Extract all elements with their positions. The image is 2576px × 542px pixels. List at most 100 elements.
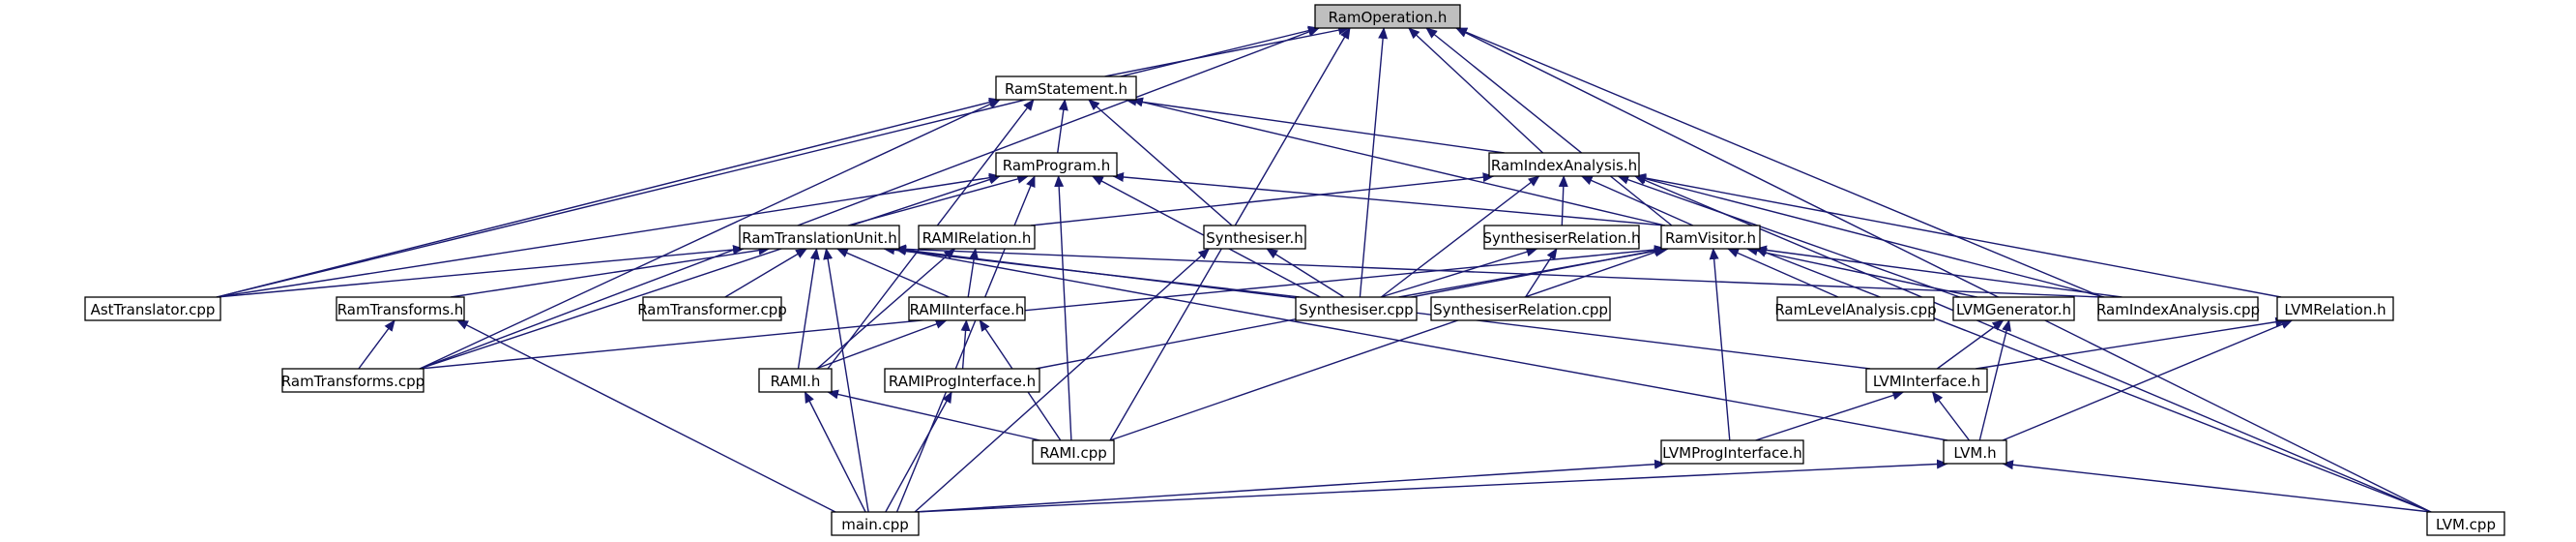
node-synthesiser-h[interactable]: Synthesiser.h <box>1203 225 1306 250</box>
edge-rami-cpp-to-ramprogram-h <box>1054 175 1072 441</box>
edge-lvm-cpp-to-lvm-h <box>2002 460 2432 513</box>
node-label: LVMProgInterface.h <box>1662 444 1802 462</box>
node-label: RamProgram.h <box>1003 157 1110 174</box>
edge-synthesiserrelation-h-to-ramindexanalysis-h <box>1558 175 1568 226</box>
edge-asttranslator-cpp-to-ramoperation-h <box>216 25 1320 298</box>
node-box <box>995 75 1137 101</box>
edge-ramlevelanalysis-cpp-to-ramvisitor-h <box>1727 248 1839 298</box>
edge-ramtransforms-cpp-to-ramprogram-h <box>419 174 1001 370</box>
edge-main-cpp-to-rami-h <box>804 391 866 513</box>
edge-synthesiser-cpp-to-synthesiser-h <box>1266 248 1345 298</box>
edge-rami-h-to-ramiinterface-h <box>815 319 948 370</box>
edge-ramprogram-h-to-ramstatement-h <box>1057 99 1068 154</box>
edge-ramindexanalysis-cpp-to-ramtranslationunit-h <box>894 244 2103 298</box>
node-label: RamStatement.h <box>1005 80 1127 98</box>
edge-lvmgenerator-h-to-ramvisitor-h <box>1745 246 1978 298</box>
edge-ramtransforms-h-to-ramtranslationunit-h <box>450 245 771 298</box>
node-box <box>1314 4 1461 29</box>
edge-lvm-h-to-lvmrelation-h <box>2002 319 2294 441</box>
edge-ramindexanalysis-h-to-ramoperation-h <box>1408 27 1544 154</box>
edge-lvm-cpp-to-ramvisitor-h <box>1755 248 2432 513</box>
edge-ramtransforms-cpp-to-ramoperation-h <box>419 27 1320 370</box>
node-ramirelation-h[interactable]: RAMIRelation.h <box>918 225 1036 250</box>
node-box <box>739 225 900 250</box>
node-ramtransforms-cpp[interactable]: RamTransforms.cpp <box>281 368 424 393</box>
node-box <box>884 368 1040 393</box>
node-lvmrelation-h[interactable]: LVMRelation.h <box>2276 296 2394 321</box>
node-ramtransforms-h[interactable]: RamTransforms.h <box>336 296 465 321</box>
node-main-cpp[interactable]: main.cpp <box>831 511 920 536</box>
edge-ramirelation-h-to-ramindexanalysis-h <box>1030 172 1495 226</box>
edge-ramtransformer-cpp-to-ramtranslationunit-h <box>724 248 808 298</box>
edge-synthesiser-cpp-to-ramoperation-h <box>1359 27 1389 298</box>
node-synthesiserrelation-h[interactable]: SynthesiserRelation.h <box>1482 225 1641 250</box>
edge-lvmrelation-h-to-ramindexanalysis-h <box>1634 173 2282 298</box>
edge-main-cpp-to-synthesiser-h <box>914 248 1211 513</box>
node-synthesiser-cpp[interactable]: Synthesiser.cpp <box>1295 296 1418 321</box>
node-ramlevelanalysis-cpp[interactable]: RamLevelAnalysis.cpp <box>1774 296 1937 321</box>
node-ramtransformer-cpp[interactable]: RamTransformer.cpp <box>637 296 787 321</box>
edge-lvmproginterface-h-to-ramvisitor-h <box>1709 248 1731 441</box>
node-ramoperation-h: RamOperation.h <box>1314 4 1461 29</box>
node-label: LVMGenerator.h <box>1956 301 2071 318</box>
edge-synthesiser-cpp-to-synthesiserrelation-h <box>1380 247 1538 298</box>
node-layer: RamOperation.h RamStatement.h RamProgram.h… <box>84 4 2505 536</box>
node-ramprogram-h[interactable]: RamProgram.h <box>995 152 1118 177</box>
node-box <box>2097 296 2259 321</box>
node-ramiinterface-h[interactable]: RAMIInterface.h <box>908 296 1026 321</box>
node-ramindexanalysis-h[interactable]: RamIndexAnalysis.h <box>1488 152 1640 177</box>
node-box <box>1203 225 1306 250</box>
node-rami-h[interactable]: RAMI.h <box>758 368 833 393</box>
edge-rami-h-to-ramtranslationunit-h <box>797 248 820 370</box>
node-asttranslator-cpp[interactable]: AstTranslator.cpp <box>84 296 221 321</box>
node-ramvisitor-h[interactable]: RamVisitor.h <box>1660 225 1761 250</box>
node-box <box>758 368 833 393</box>
edge-lvmgenerator-h-to-ramindexanalysis-h <box>1617 174 1960 298</box>
node-box <box>831 511 920 536</box>
node-label: RamOperation.h <box>1329 9 1448 26</box>
node-label: RAMI.h <box>771 373 821 390</box>
node-synthesiserrelation-cpp[interactable]: SynthesiserRelation.cpp <box>1430 296 1611 321</box>
node-box <box>1430 296 1611 321</box>
node-lvminterface-h[interactable]: LVMInterface.h <box>1865 368 1988 393</box>
node-lvm-h[interactable]: LVM.h <box>1943 439 2007 465</box>
node-rami-cpp[interactable]: RAMI.cpp <box>1032 439 1115 465</box>
node-lvm-cpp[interactable]: LVM.cpp <box>2426 511 2505 536</box>
node-lvmproginterface-h[interactable]: LVMProgInterface.h <box>1660 439 1804 465</box>
node-label: RAMIInterface.h <box>910 301 1025 318</box>
node-ramstatement-h[interactable]: RamStatement.h <box>995 75 1137 101</box>
node-box <box>1483 225 1640 250</box>
node-label: Synthesiser.cpp <box>1299 301 1413 318</box>
edge-lvminterface-h-to-lvmgenerator-h <box>1936 319 2005 370</box>
node-box <box>1660 225 1761 250</box>
node-label: RAMIProgInterface.h <box>889 373 1036 390</box>
edge-asttranslator-cpp-to-ramtranslationunit-h <box>216 245 745 298</box>
edge-ramindexanalysis-cpp-to-ramvisitor-h <box>1755 245 2122 298</box>
node-ramtranslationunit-h[interactable]: RamTranslationUnit.h <box>739 225 900 250</box>
node-box <box>1865 368 1988 393</box>
node-label: RAMI.cpp <box>1039 444 1107 462</box>
edge-main-cpp-to-ramtransforms-h <box>456 319 836 513</box>
node-box <box>1952 296 2075 321</box>
node-box <box>336 296 465 321</box>
node-box <box>995 152 1118 177</box>
node-box <box>1032 439 1115 465</box>
edge-synthesiser-cpp-to-ramindexanalysis-h <box>1380 175 1540 298</box>
edge-synthesiser-h-to-ramstatement-h <box>1088 99 1233 226</box>
node-label: SynthesiserRelation.cpp <box>1433 301 1608 318</box>
node-lvmgenerator-h[interactable]: LVMGenerator.h <box>1952 296 2075 321</box>
node-label: RamIndexAnalysis.cpp <box>2096 301 2260 318</box>
node-label: RAMIRelation.h <box>922 229 1032 247</box>
edge-main-cpp-to-lvmproginterface-h <box>914 459 1666 513</box>
edge-asttranslator-cpp-to-ramprogram-h <box>216 172 1001 298</box>
node-box <box>84 296 221 321</box>
node-label: Synthesiser.h <box>1206 229 1303 247</box>
node-ramindexanalysis-cpp[interactable]: RamIndexAnalysis.cpp <box>2096 296 2260 321</box>
edge-lvm-cpp-to-ramoperation-h <box>1455 27 2432 513</box>
node-ramiproginterface-h[interactable]: RAMIProgInterface.h <box>884 368 1040 393</box>
node-box <box>1295 296 1418 321</box>
edge-ramvisitor-h-to-ramprogram-h <box>1112 171 1666 226</box>
edge-ramvisitor-h-to-ramoperation-h <box>1425 27 1673 226</box>
edge-main-cpp-to-ramtranslationunit-h <box>823 248 869 513</box>
